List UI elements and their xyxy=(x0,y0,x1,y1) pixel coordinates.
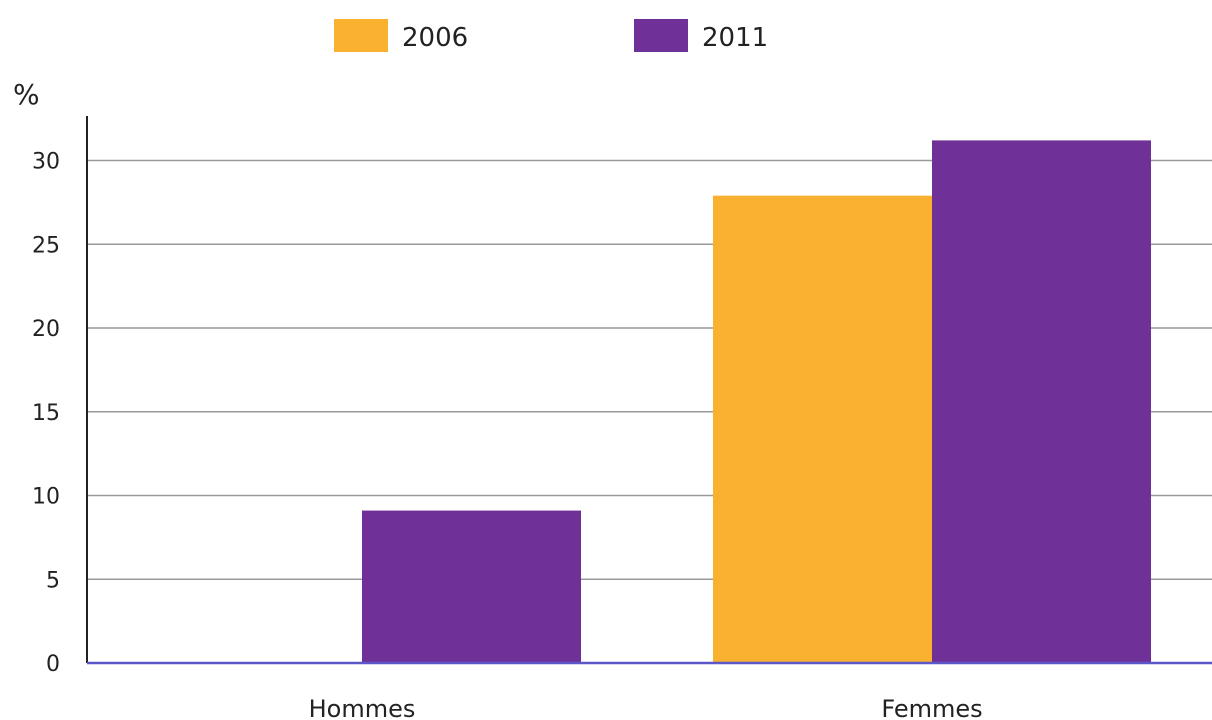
legend-swatch-2006 xyxy=(334,19,388,52)
y-tick-label-0: 0 xyxy=(46,652,60,677)
bar-femmes-2006 xyxy=(713,195,932,664)
y-tick-label-30: 30 xyxy=(32,150,60,175)
legend-swatch-2011 xyxy=(634,19,688,52)
bars xyxy=(362,140,1151,664)
legend: 2006 2011 xyxy=(334,19,768,53)
y-tick-label-20: 20 xyxy=(32,317,60,342)
bar-femmes-2011 xyxy=(932,140,1151,663)
y-tick-label-10: 10 xyxy=(32,485,60,510)
y-tick-label-15: 15 xyxy=(32,401,60,426)
y-tick-label-5: 5 xyxy=(46,568,60,593)
y-tick-label-25: 25 xyxy=(32,233,60,258)
y-axis-unit-label: % xyxy=(13,78,40,111)
x-category-label-femmes: Femmes xyxy=(881,695,982,720)
legend-label-2011: 2011 xyxy=(702,23,768,53)
legend-label-2006: 2006 xyxy=(402,23,468,53)
x-category-label-hommes: Hommes xyxy=(309,695,416,720)
labels: 0 5 10 15 20 25 30 Hommes Femmes xyxy=(32,150,983,720)
axes xyxy=(86,116,1212,665)
bar-hommes-2011 xyxy=(362,510,581,663)
